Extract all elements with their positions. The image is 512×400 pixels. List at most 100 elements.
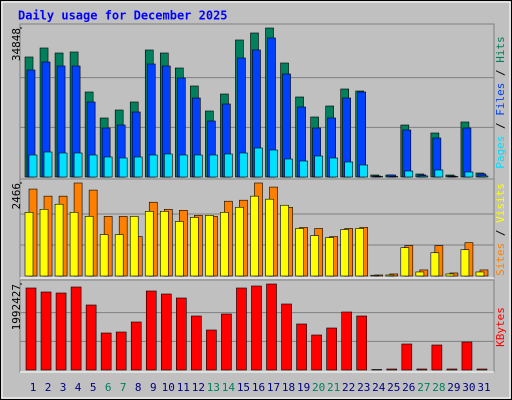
bar — [356, 315, 368, 371]
bar — [359, 164, 369, 178]
bar — [355, 228, 365, 277]
bar — [54, 203, 64, 277]
legend-separator: / — [494, 116, 507, 136]
bar — [191, 315, 202, 371]
bar — [73, 152, 83, 178]
legend-entry: Pages — [494, 136, 507, 169]
bar — [115, 331, 127, 371]
bar — [385, 274, 395, 277]
legend-separator: / — [494, 223, 507, 243]
bar — [88, 154, 98, 178]
bar — [374, 176, 384, 178]
legend-separator: / — [494, 63, 507, 83]
legend: Pages / Files / Hits — [494, 36, 507, 169]
x-tick-label: 14 — [222, 381, 236, 394]
x-tick-label: 23 — [357, 381, 370, 394]
bar — [461, 341, 473, 371]
bar — [295, 228, 304, 277]
bar — [314, 155, 323, 178]
legend-entry: KBytes — [494, 307, 507, 347]
bar — [329, 157, 338, 178]
bar — [445, 273, 455, 277]
bar — [239, 152, 248, 178]
bar — [419, 175, 429, 178]
bar — [190, 217, 199, 277]
bar — [325, 237, 334, 277]
bar — [69, 212, 79, 277]
bar — [85, 304, 97, 371]
bar — [103, 156, 113, 178]
bar — [194, 154, 203, 178]
bar — [130, 321, 142, 371]
bar — [344, 161, 353, 178]
bar — [133, 156, 143, 178]
x-tick-label: 13 — [207, 381, 220, 394]
bar — [400, 247, 410, 277]
x-tick-label: 29 — [447, 381, 460, 394]
x-tick-label: 10 — [162, 381, 175, 394]
legend: KBytes — [494, 307, 507, 347]
bar — [58, 152, 68, 178]
bar — [311, 334, 322, 371]
x-tick-label: 12 — [192, 381, 205, 394]
bar — [340, 229, 349, 277]
x-tick-label: 9 — [150, 381, 157, 394]
bar — [462, 127, 472, 178]
x-tick-label: 20 — [312, 381, 325, 394]
bar — [431, 344, 443, 371]
bar — [446, 368, 458, 371]
legend-entry: Files — [494, 83, 507, 116]
legend-entry: Visits — [494, 183, 507, 223]
bar — [84, 216, 94, 277]
bar — [402, 129, 412, 178]
bar — [265, 198, 274, 277]
bar — [401, 343, 413, 371]
bar — [266, 283, 277, 371]
bar — [404, 170, 414, 178]
x-tick-label: 21 — [327, 381, 340, 394]
x-tick-label: 30 — [462, 381, 475, 394]
x-tick-label: 4 — [75, 381, 82, 394]
x-tick-label: 16 — [252, 381, 265, 394]
bar — [25, 287, 37, 371]
bar — [434, 169, 444, 178]
bar — [357, 91, 367, 178]
x-tick-label: 27 — [417, 381, 430, 394]
bar — [296, 323, 307, 371]
bar — [39, 208, 49, 277]
bar — [205, 215, 214, 277]
bar — [40, 291, 52, 371]
bar — [160, 293, 172, 371]
bar — [209, 154, 218, 178]
bar — [386, 368, 398, 371]
x-tick-label: 19 — [297, 381, 310, 394]
bar — [416, 368, 428, 371]
bar — [220, 212, 229, 277]
bar — [114, 234, 124, 277]
bar — [269, 149, 278, 178]
bar — [250, 195, 259, 277]
bar — [28, 154, 38, 178]
bar — [159, 211, 169, 277]
bar — [310, 235, 319, 277]
x-tick-label: 24 — [372, 381, 386, 394]
legend: Sites / Visits — [494, 183, 507, 276]
bar — [449, 176, 459, 178]
bar — [254, 147, 263, 178]
bar — [129, 216, 139, 277]
bar — [479, 175, 489, 178]
bar — [144, 211, 154, 277]
bar — [118, 157, 128, 178]
bar — [224, 153, 233, 178]
bar — [460, 249, 470, 277]
y-tick-label: 34848 — [10, 28, 23, 61]
bar — [55, 292, 67, 371]
x-tick-label: 17 — [267, 381, 280, 394]
bar — [99, 234, 109, 277]
bar — [389, 176, 399, 178]
bar — [179, 154, 188, 178]
bar — [326, 327, 337, 371]
bar — [371, 369, 383, 371]
bar — [281, 303, 292, 371]
